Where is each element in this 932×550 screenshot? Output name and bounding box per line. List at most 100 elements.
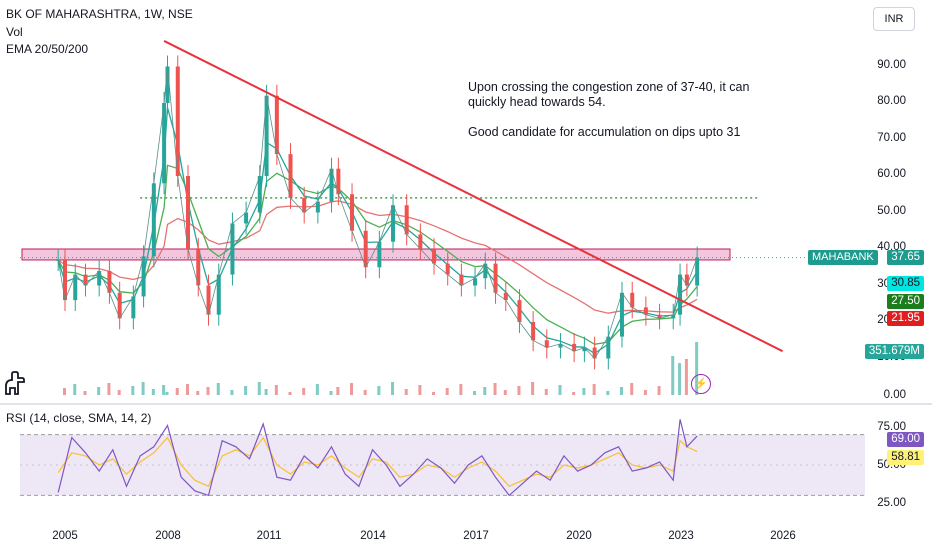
volume-legend[interactable]: Vol — [6, 25, 23, 39]
volume-bar — [572, 392, 576, 395]
price-candle — [582, 347, 587, 352]
symbol-title: BK OF MAHARASHTRA, 1W, NSE — [6, 7, 193, 21]
price-candle — [363, 230, 368, 268]
price-candle — [274, 95, 279, 155]
volume-bar — [517, 386, 521, 395]
volume-bar — [404, 389, 408, 395]
price-candle — [517, 300, 522, 322]
rsi-tick-label: 75.00 — [877, 421, 906, 433]
ema50-badge: 27.50 — [887, 294, 924, 309]
volume-bar — [206, 387, 210, 395]
price-candle — [418, 234, 423, 249]
volume-bar — [619, 387, 623, 395]
price-candle — [336, 168, 341, 195]
volume-bar — [244, 386, 248, 395]
volume-bar — [643, 390, 647, 395]
price-candle — [288, 154, 293, 198]
price-candle — [483, 263, 488, 279]
price-candle — [459, 274, 464, 286]
price-candle — [302, 197, 307, 213]
volume-bar — [445, 388, 449, 395]
volume-bar — [141, 382, 145, 395]
price-tick-label: 50.00 — [877, 205, 906, 217]
volume-bar — [473, 391, 477, 395]
price-candle — [678, 274, 683, 315]
volume-bar — [695, 342, 699, 395]
price-candle — [503, 292, 508, 301]
volume-bar — [97, 387, 101, 395]
volume-bar — [678, 363, 682, 395]
volume-bar — [432, 392, 436, 395]
volume-bar — [165, 392, 169, 395]
ema200-badge: 21.95 — [887, 311, 924, 326]
rsi-badge: 69.00 — [887, 432, 924, 447]
price-candle — [162, 103, 167, 184]
volume-bar — [531, 382, 535, 395]
price-candle — [684, 274, 689, 286]
volume-bar — [684, 359, 688, 395]
lightning-event-icon[interactable]: ⚡ — [691, 374, 711, 394]
price-candle — [264, 95, 269, 176]
volume-bar — [336, 387, 340, 395]
rsi-line — [57, 419, 698, 497]
time-tick-label: 2014 — [360, 530, 386, 542]
volume-bar — [315, 384, 319, 395]
volume-bar — [107, 383, 111, 395]
price-candle — [63, 259, 67, 301]
ema-legend[interactable]: EMA 20/50/200 — [6, 42, 89, 56]
volume-bar — [274, 385, 278, 395]
price-candle — [391, 205, 396, 242]
ema200-line — [57, 200, 698, 314]
volume-bar — [83, 391, 87, 395]
volume-bar — [186, 384, 190, 395]
volume-bar — [630, 383, 634, 395]
price-candle — [558, 343, 563, 348]
volume-bar — [216, 383, 220, 395]
price-candle — [151, 183, 156, 257]
volume-bar — [657, 386, 661, 395]
price-candle — [493, 263, 498, 293]
price-candle — [531, 322, 536, 341]
price-candle — [257, 176, 262, 213]
time-tick-label: 2026 — [770, 530, 796, 542]
volume-bar — [329, 391, 333, 395]
last-price-badge: 37.65 — [887, 250, 924, 265]
price-tick-label: 80.00 — [877, 95, 906, 107]
price-candle — [141, 256, 146, 297]
price-close-line — [57, 66, 698, 360]
volume-bar — [350, 383, 354, 395]
tradingview-logo-icon[interactable] — [4, 370, 26, 396]
price-candle — [97, 270, 102, 286]
price-candle — [329, 168, 334, 202]
volume-bar — [503, 390, 507, 395]
price-candle — [404, 205, 409, 235]
price-candle — [643, 307, 648, 315]
price-candle — [196, 249, 201, 286]
volume-bar — [302, 388, 306, 395]
price-candle — [131, 296, 136, 319]
price-candle — [350, 194, 355, 231]
price-candle — [572, 343, 577, 352]
price-tick-label: 0.00 — [883, 389, 906, 401]
volume-bar — [606, 391, 610, 395]
price-tick-label: 60.00 — [877, 168, 906, 180]
rsi-legend[interactable]: RSI (14, close, SMA, 14, 2) — [6, 411, 152, 425]
ema20-badge: 30.85 — [887, 276, 924, 291]
volume-bar — [288, 392, 292, 395]
volume-bar — [175, 388, 179, 395]
price-tick-label: 70.00 — [877, 132, 906, 144]
price-tick-label: 90.00 — [877, 59, 906, 71]
price-candle — [73, 274, 78, 301]
price-candle — [671, 314, 676, 319]
volume-bar — [558, 385, 562, 395]
annotation-line-3: Good candidate for accumulation on dips … — [468, 125, 741, 139]
currency-selector[interactable]: INR — [873, 7, 915, 31]
price-candle — [445, 263, 450, 275]
price-candle — [619, 292, 624, 337]
volume-bar — [162, 385, 166, 395]
volume-bar — [459, 384, 463, 395]
time-tick-label: 2017 — [463, 530, 489, 542]
volume-bar — [544, 389, 548, 395]
time-tick-label: 2008 — [155, 530, 181, 542]
